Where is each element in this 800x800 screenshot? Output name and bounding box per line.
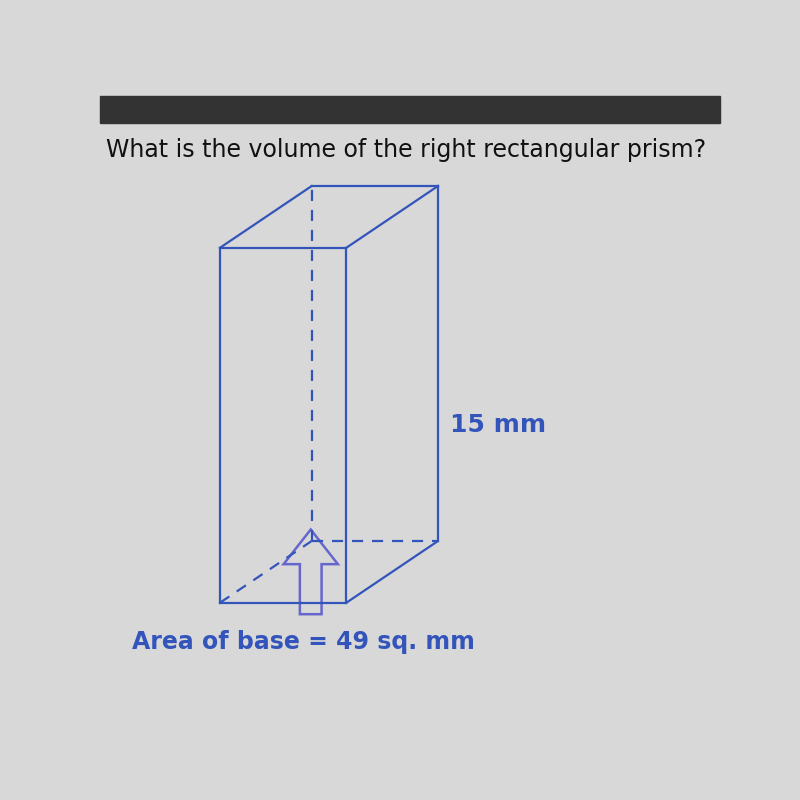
Text: 15 mm: 15 mm	[450, 413, 546, 437]
Text: What is the volume of the right rectangular prism?: What is the volume of the right rectangu…	[106, 138, 706, 162]
Bar	[100, 96, 720, 123]
Text: Area of base = 49 sq. mm: Area of base = 49 sq. mm	[131, 630, 474, 654]
